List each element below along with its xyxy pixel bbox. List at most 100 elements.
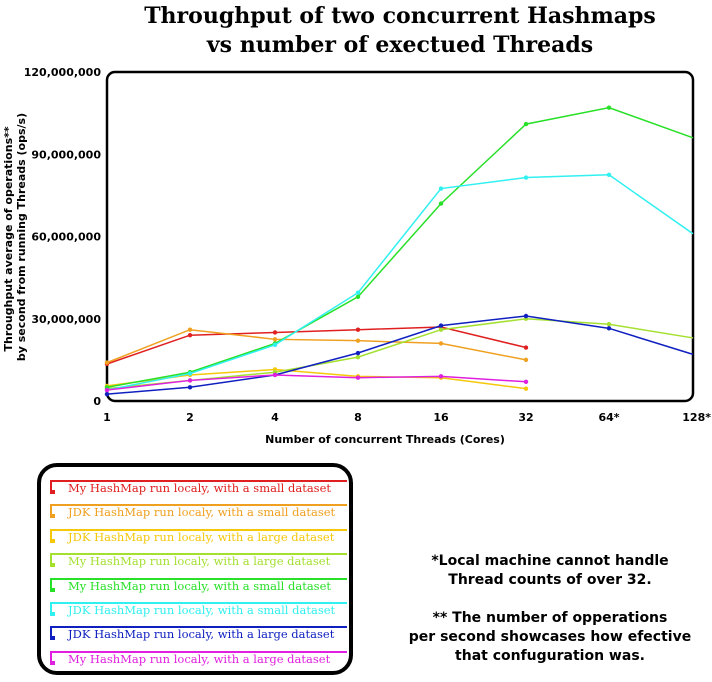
chart-title-line-1: Throughput of two concurrent Hashmaps <box>144 3 656 29</box>
legend-swatch <box>50 650 347 665</box>
legend-item: My HashMap run localy, with a small data… <box>50 577 347 597</box>
footnote-1-line-2: Thread counts of over 32. <box>448 572 652 588</box>
footnote-1-line-1: *Local machine cannot handle <box>431 553 669 569</box>
data-point <box>523 345 529 350</box>
series-line <box>106 374 527 391</box>
y-tick-label: 30,000,000 <box>31 313 101 326</box>
legend-item: JDK HashMap run localy, with a large dat… <box>50 528 347 548</box>
legend-label: JDK HashMap run localy, with a large dat… <box>68 627 335 642</box>
legend-marker <box>51 514 55 519</box>
legend-marker <box>51 490 55 494</box>
y-axis-label-line-2: by second from running Threads (ops/s) <box>15 113 28 361</box>
legend-item: JDK HashMap run localy, with a large dat… <box>50 625 347 645</box>
legend-label: My HashMap run localy, with a large data… <box>68 554 331 569</box>
legend-swatch <box>50 528 347 543</box>
series-line <box>106 328 527 364</box>
y-tick-label: 0 <box>93 395 101 408</box>
series-line <box>106 315 694 395</box>
legend-label: JDK HashMap run localy, with a small dat… <box>68 603 336 617</box>
legend-swatch <box>50 480 347 494</box>
y-axis-ticks: 0 30,000,000 60,000,000 90,000,000 120,000,0… <box>24 66 102 408</box>
data-point <box>272 372 278 378</box>
legend-label: JDK HashMap run localy, with a small dat… <box>68 505 336 520</box>
data-point <box>606 172 612 178</box>
data-point <box>355 327 361 332</box>
series-line <box>106 106 694 389</box>
x-tick-label: 1 <box>103 411 111 424</box>
legend-label: My HashMap run localy, with a small data… <box>68 578 332 593</box>
data-point <box>438 341 444 346</box>
legend-marker <box>51 587 55 592</box>
data-point <box>187 327 193 332</box>
data-point <box>187 371 193 376</box>
legend-label: JDK HashMap run localy, with a large dat… <box>68 529 335 544</box>
data-point <box>523 386 529 391</box>
data-point <box>523 379 529 385</box>
data-point <box>104 360 110 365</box>
legend-marker <box>51 563 55 568</box>
x-tick-label: 128* <box>682 411 711 424</box>
series-line <box>106 174 694 391</box>
x-tick-label: 2 <box>186 411 194 424</box>
data-point <box>606 105 612 110</box>
data-point <box>523 175 529 180</box>
data-point <box>606 322 612 327</box>
data-point <box>438 374 444 379</box>
legend-item: My HashMap run localy, with a large data… <box>50 650 347 670</box>
y-tick-label: 120,000,000 <box>24 66 102 79</box>
chart-title: Throughput of two concurrent Hashmaps vs… <box>0 2 712 60</box>
legend-swatch <box>50 577 347 592</box>
x-tick-label: 16 <box>433 411 449 424</box>
legend-swatch <box>50 626 347 641</box>
footnote-2: ** The number of opperations per second … <box>385 609 712 666</box>
legend-swatch <box>50 504 347 519</box>
legend-marker <box>51 636 55 641</box>
legend-label: My HashMap run localy, with a small data… <box>68 481 332 495</box>
x-axis-label: Number of concurrent Threads (Cores) <box>265 433 505 446</box>
y-axis-label-line-1: Throughput average of operations** <box>2 126 15 351</box>
data-point <box>355 350 361 356</box>
data-point <box>355 338 361 343</box>
x-tick-label: 8 <box>354 411 362 424</box>
data-point <box>355 294 361 300</box>
series-line <box>106 317 694 390</box>
plot-frame <box>105 70 695 403</box>
footnote-2-line-1: ** The number of opperations <box>432 610 668 626</box>
legend-item: My HashMap run localy, with a large data… <box>50 552 347 572</box>
data-point <box>104 387 110 393</box>
legend-marker <box>51 612 55 616</box>
series-line <box>106 368 527 390</box>
data-point <box>272 330 278 335</box>
line-chart: 0 30,000,000 60,000,000 90,000,000 120,000,0… <box>2 66 711 446</box>
data-point <box>355 375 361 380</box>
data-point <box>187 385 193 390</box>
series-line <box>106 326 527 365</box>
legend-swatch <box>50 602 347 616</box>
chart-title-line-2: vs number of exectued Threads <box>206 32 594 58</box>
x-tick-label: 64* <box>598 411 619 424</box>
data-point <box>272 337 278 342</box>
legend-marker <box>51 660 55 665</box>
series-layer <box>104 105 694 397</box>
legend-item: JDK HashMap run localy, with a small dat… <box>50 601 347 621</box>
x-tick-label: 32 <box>518 411 533 424</box>
footnotes: *Local machine cannot handle Thread coun… <box>385 552 712 666</box>
data-point <box>355 290 361 295</box>
y-tick-label: 90,000,000 <box>31 148 101 161</box>
y-tick-label: 60,000,000 <box>31 231 101 244</box>
data-point <box>187 378 193 383</box>
data-point <box>438 201 444 206</box>
footnote-1: *Local machine cannot handle Thread coun… <box>385 552 712 590</box>
footnote-2-line-3: that confuguration was. <box>455 648 645 664</box>
data-point <box>438 327 444 332</box>
legend-label: My HashMap run localy, with a large data… <box>68 651 331 666</box>
x-axis-ticks: 1 2 4 8 16 32 64* 128* <box>103 411 711 424</box>
y-axis-label: Throughput average of operations** by se… <box>2 113 28 361</box>
data-point <box>523 313 529 319</box>
data-point <box>606 326 612 331</box>
footnote-2-line-2: per second showcases how efective <box>408 629 692 645</box>
legend-marker <box>51 538 55 543</box>
data-point <box>272 342 278 347</box>
data-point <box>438 323 444 328</box>
legend: My HashMap run localy, with a small data… <box>37 463 353 675</box>
